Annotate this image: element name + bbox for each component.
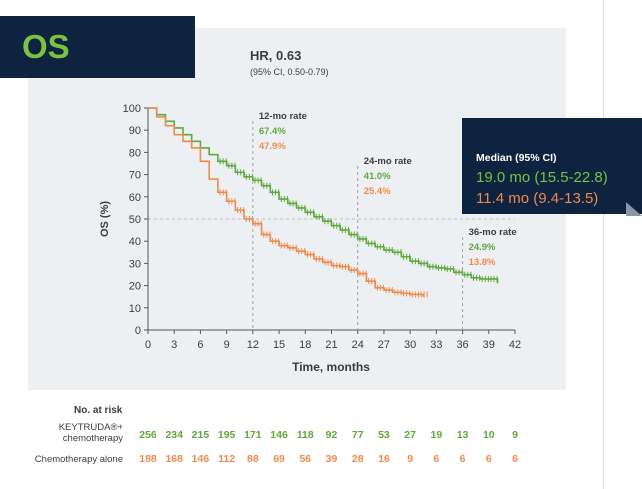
y-tick-label: 100 [123, 103, 141, 115]
y-tick-label: 0 [135, 325, 141, 337]
right-divider [603, 0, 604, 489]
x-tick-label: 24 [352, 339, 364, 351]
landmark-keytruda-rate: 67.4% [259, 126, 286, 137]
risk-value: 256 [139, 429, 157, 441]
x-tick-label: 12 [247, 339, 259, 351]
risk-value: 188 [139, 453, 157, 465]
risk-table-title: No. at risk [74, 405, 123, 416]
risk-value: 39 [326, 453, 338, 465]
median-keytruda: 19.0 mo (15.5-22.8) [476, 169, 608, 186]
y-tick-label: 20 [129, 281, 141, 293]
x-tick-label: 33 [430, 339, 442, 351]
risk-value: 27 [404, 429, 416, 441]
y-tick-label: 80 [129, 147, 141, 159]
median-box-fold [626, 202, 642, 216]
hazard-ratio-ci: (95% CI, 0.50-0.79) [250, 67, 329, 77]
risk-row-label-keytruda: KEYTRUDA®+ chemotherapy [59, 422, 123, 444]
risk-row-label-chemo: Chemotherapy alone [35, 454, 123, 465]
risk-value: 9 [512, 429, 518, 441]
x-tick-label: 6 [197, 339, 203, 351]
x-tick-label: 39 [483, 339, 495, 351]
y-tick-label: 70 [129, 170, 141, 182]
x-tick-label: 15 [273, 339, 285, 351]
risk-value: 16 [378, 453, 390, 465]
risk-value: 146 [192, 453, 210, 465]
os-badge: OS [0, 16, 195, 78]
risk-value: 88 [247, 453, 259, 465]
risk-value: 6 [512, 453, 518, 465]
risk-row-label-line: Chemotherapy alone [34, 454, 123, 465]
y-tick-label: 50 [129, 214, 141, 226]
y-tick-label: 30 [129, 258, 141, 270]
risk-value: 53 [378, 429, 390, 441]
y-tick-label: 10 [129, 303, 141, 315]
landmark-title: 36-mo rate [469, 227, 517, 238]
risk-value: 77 [352, 429, 364, 441]
risk-value: 92 [326, 429, 338, 441]
risk-value: 6 [460, 453, 466, 465]
landmark-chemo-rate: 25.4% [364, 186, 391, 197]
landmark-chemo-rate: 47.9% [259, 141, 286, 152]
risk-value: 19 [431, 429, 443, 441]
x-tick-label: 18 [299, 339, 311, 351]
y-axis-label: OS (%) [99, 201, 111, 237]
risk-value: 28 [352, 453, 364, 465]
median-label: Median (95% CI) [476, 152, 557, 164]
risk-value: 56 [299, 453, 311, 465]
risk-row-label-line: chemotherapy [62, 433, 123, 444]
risk-value: 13 [457, 429, 469, 441]
x-tick-label: 36 [456, 339, 468, 351]
x-tick-label: 0 [145, 339, 151, 351]
risk-value: 6 [433, 453, 439, 465]
x-tick-label: 30 [404, 339, 416, 351]
x-tick-label: 42 [509, 339, 521, 351]
risk-value: 171 [244, 429, 262, 441]
risk-value: 234 [165, 429, 183, 441]
y-tick-label: 90 [129, 125, 141, 137]
landmark-keytruda-rate: 41.0% [364, 171, 391, 182]
median-box [462, 118, 642, 214]
x-tick-label: 3 [171, 339, 177, 351]
risk-value: 10 [483, 429, 495, 441]
hazard-ratio: HR, 0.63 [250, 48, 302, 63]
risk-value: 112 [218, 453, 235, 465]
x-tick-label: 9 [224, 339, 230, 351]
chart-series [148, 107, 499, 298]
x-axis-label: Time, months [292, 360, 370, 374]
risk-value: 168 [165, 453, 183, 465]
risk-value: 195 [218, 429, 236, 441]
chart-annotations: 12-mo rate 67.4% 47.9% 24-mo rate 41.0% 25.4%… [252, 111, 517, 330]
median-chemo: 11.4 mo (9.4-13.5) [476, 190, 599, 207]
risk-value: 146 [270, 429, 288, 441]
landmark-title: 12-mo rate [259, 111, 307, 122]
landmark-chemo-rate: 13.8% [469, 257, 496, 268]
risk-row-label-line: KEYTRUDA®+ [58, 422, 123, 433]
landmark-keytruda-rate: 24.9% [469, 242, 496, 253]
risk-value: 9 [407, 453, 413, 465]
x-tick-label: 21 [325, 339, 337, 351]
y-tick-label: 40 [129, 236, 141, 248]
risk-value: 6 [486, 453, 492, 465]
x-tick-label: 27 [378, 339, 390, 351]
risk-value: 69 [273, 453, 285, 465]
landmark-title: 24-mo rate [364, 156, 412, 167]
risk-value: 118 [297, 429, 314, 441]
risk-table-values: 256 234 215 195 171 146 118 92 77 53 27 19 13 10 9 188 1… [139, 429, 518, 465]
risk-value: 215 [192, 429, 210, 441]
y-tick-label: 60 [129, 192, 141, 204]
